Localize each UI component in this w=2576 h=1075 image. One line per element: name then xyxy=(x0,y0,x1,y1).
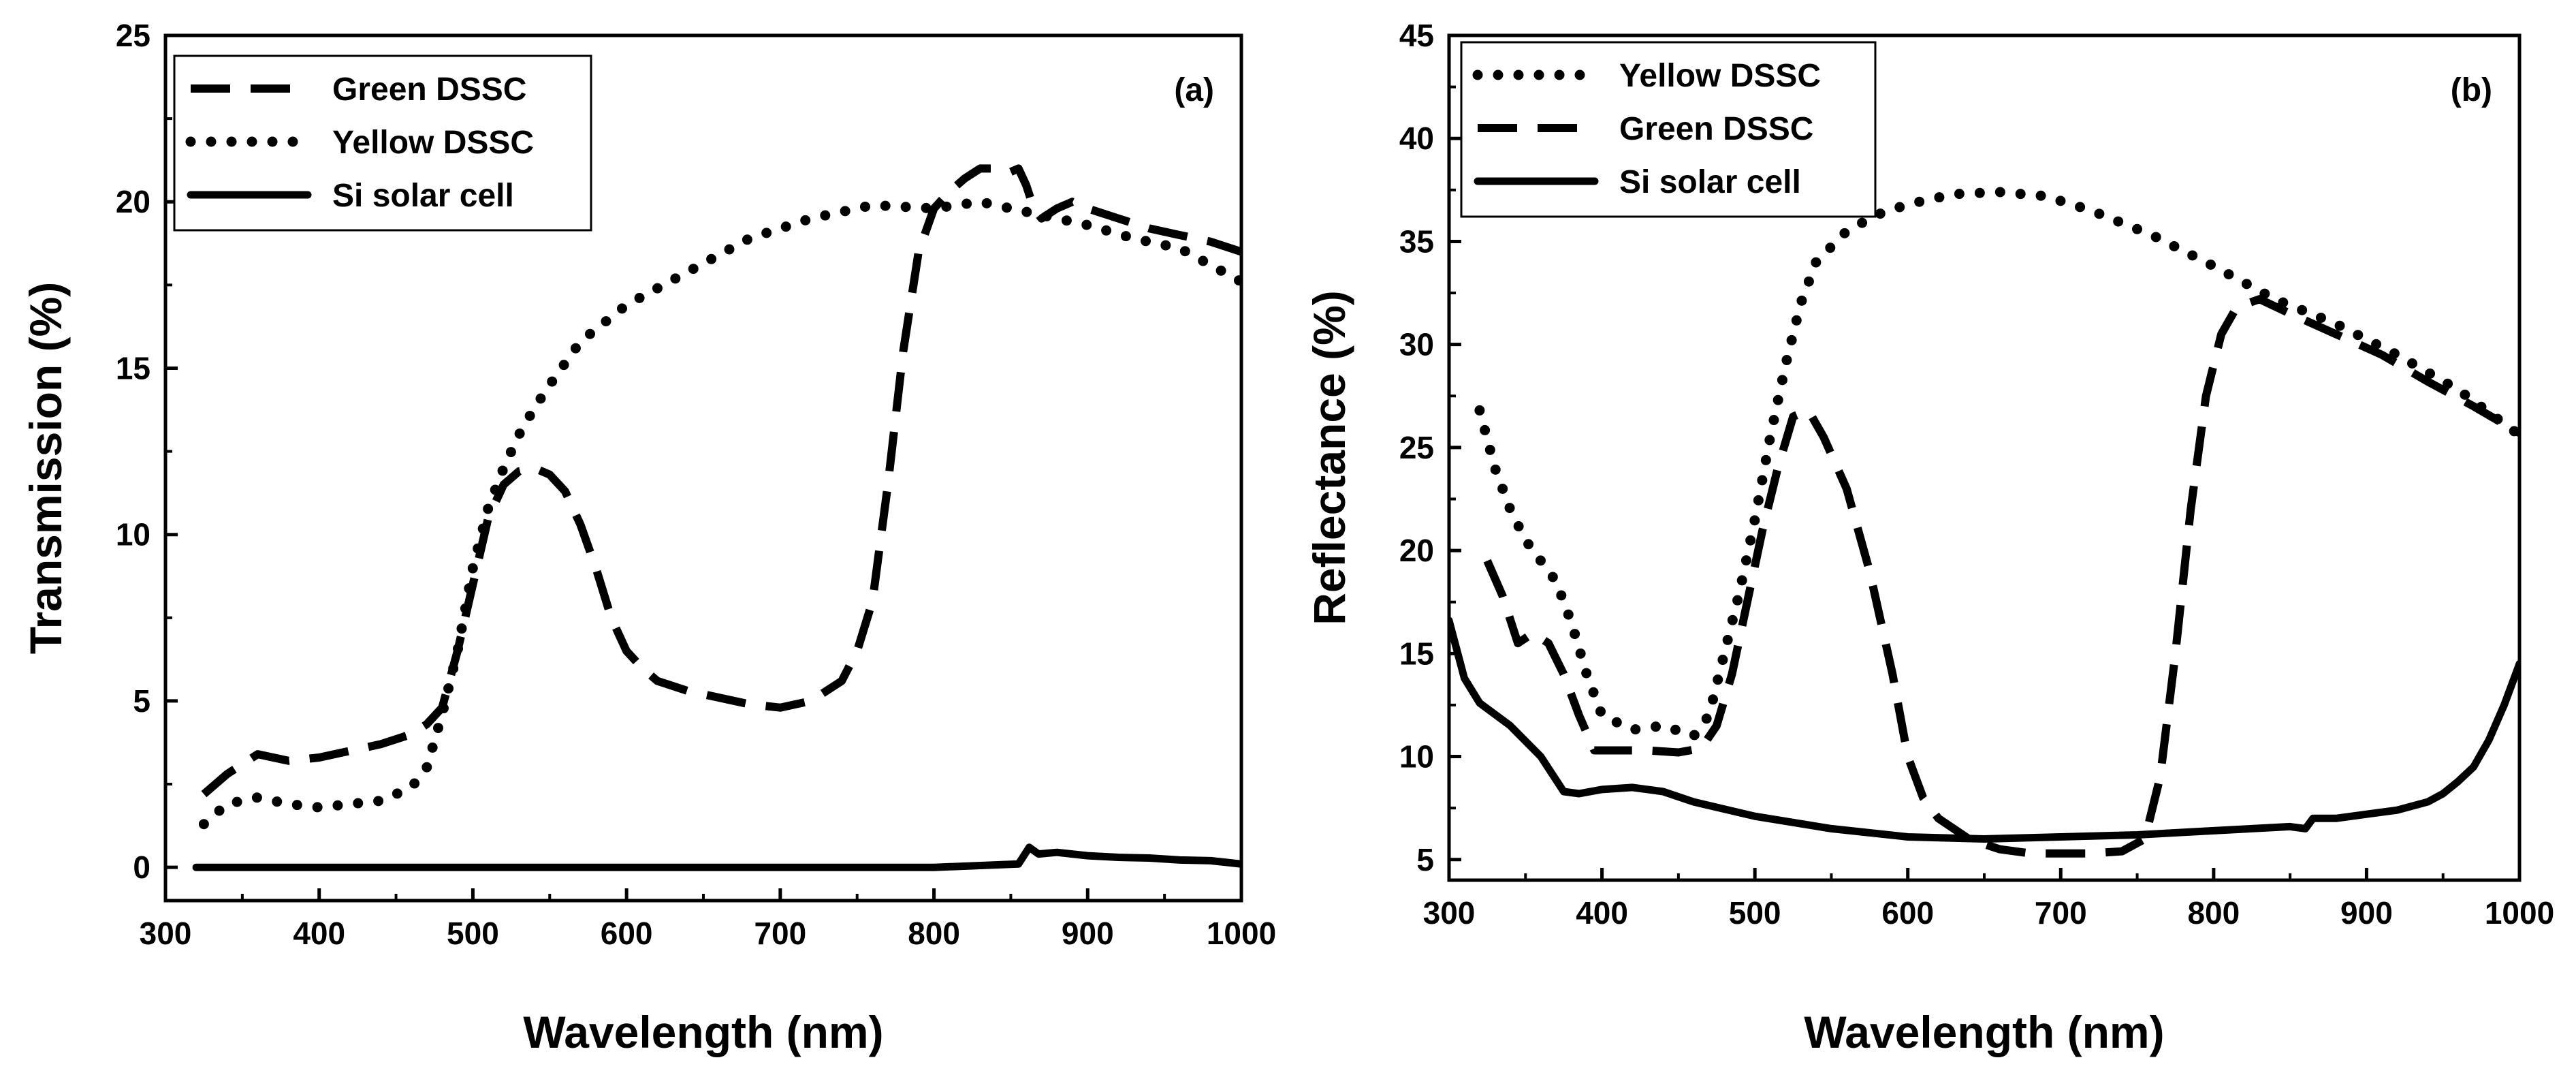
y-tick-label: 0 xyxy=(133,850,150,885)
y-tick-label: 30 xyxy=(1399,327,1434,362)
legend-label: Yellow DSSC xyxy=(332,125,534,161)
y-tick-label: 25 xyxy=(116,18,150,53)
series-line-si-solar-cell xyxy=(192,843,1241,871)
legend: Green DSSC Yellow DSSC Si solar cell xyxy=(173,54,592,232)
plot-area xyxy=(192,164,1241,871)
y-tick-label: 15 xyxy=(1399,636,1434,671)
x-tick-label: 700 xyxy=(754,916,806,951)
x-tick-label: 400 xyxy=(293,916,345,951)
panel-label: (b) xyxy=(2451,72,2492,108)
plot-area xyxy=(1449,187,2519,858)
y-tick-label: 40 xyxy=(1399,121,1434,156)
x-tick-label: 700 xyxy=(2035,895,2087,931)
y-tick-label: 35 xyxy=(1399,223,1434,259)
x-tick-label: 600 xyxy=(1881,895,1934,931)
x-tick-label: 300 xyxy=(1423,895,1476,931)
panel-a-transmission-chart: 300 400 500 600 700 800 900 1000 0 5 10 15 20 25 Wavel… xyxy=(20,18,1276,1057)
y-tick-label: 15 xyxy=(116,350,150,386)
y-axis-title: Reflectance (%) xyxy=(1304,290,1354,625)
x-tick-label: 800 xyxy=(2187,895,2240,931)
y-tick-label: 10 xyxy=(1399,739,1434,775)
x-tick-label: 900 xyxy=(2340,895,2393,931)
x-axis-title: Wavelength (nm) xyxy=(523,1007,883,1057)
legend-label: Yellow DSSC xyxy=(1619,58,1821,94)
series-line-yellow-dssc xyxy=(1474,187,2519,741)
x-tick-label: 600 xyxy=(601,916,653,951)
x-tick-label: 800 xyxy=(908,916,960,951)
y-tick-label: 20 xyxy=(116,184,150,219)
legend-box xyxy=(173,54,592,232)
y-tick-label: 5 xyxy=(133,683,150,719)
series-line-green-dssc xyxy=(201,164,1241,798)
legend: Yellow DSSC Green DSSC Si solar cell xyxy=(1460,41,1877,218)
y-tick-label: 10 xyxy=(116,517,150,552)
x-axis-title: Wavelength (nm) xyxy=(1804,1007,2164,1057)
legend-label: Green DSSC xyxy=(1619,111,1813,147)
legend-box xyxy=(1460,41,1877,218)
x-tick-label: 500 xyxy=(1729,895,1781,931)
y-tick-label: 5 xyxy=(1416,842,1434,877)
legend-label: Si solar cell xyxy=(1619,164,1801,200)
legend-label: Green DSSC xyxy=(332,72,526,108)
panel-label: (a) xyxy=(1174,72,1214,108)
x-tick-label: 400 xyxy=(1576,895,1628,931)
series-line-green-dssc xyxy=(1483,295,2519,858)
x-tick-label: 1000 xyxy=(2485,895,2554,931)
panel-b-reflectance-chart: 300 400 500 600 700 800 900 1000 5 10 15 20 25 30 35 40… xyxy=(1304,18,2554,1057)
legend-label: Si solar cell xyxy=(332,178,514,214)
series-line-si-solar-cell xyxy=(1449,617,2519,843)
x-tick-label: 500 xyxy=(447,916,499,951)
x-tick-label: 1000 xyxy=(1207,916,1276,951)
x-tick-label: 300 xyxy=(140,916,192,951)
y-tick-label: 20 xyxy=(1399,533,1434,568)
x-tick-label: 900 xyxy=(1062,916,1114,951)
series-line-yellow-dssc xyxy=(198,196,1241,830)
y-tick-label: 45 xyxy=(1399,18,1434,53)
y-axis-title: Transmission (%) xyxy=(20,282,71,654)
y-tick-label: 25 xyxy=(1399,430,1434,465)
